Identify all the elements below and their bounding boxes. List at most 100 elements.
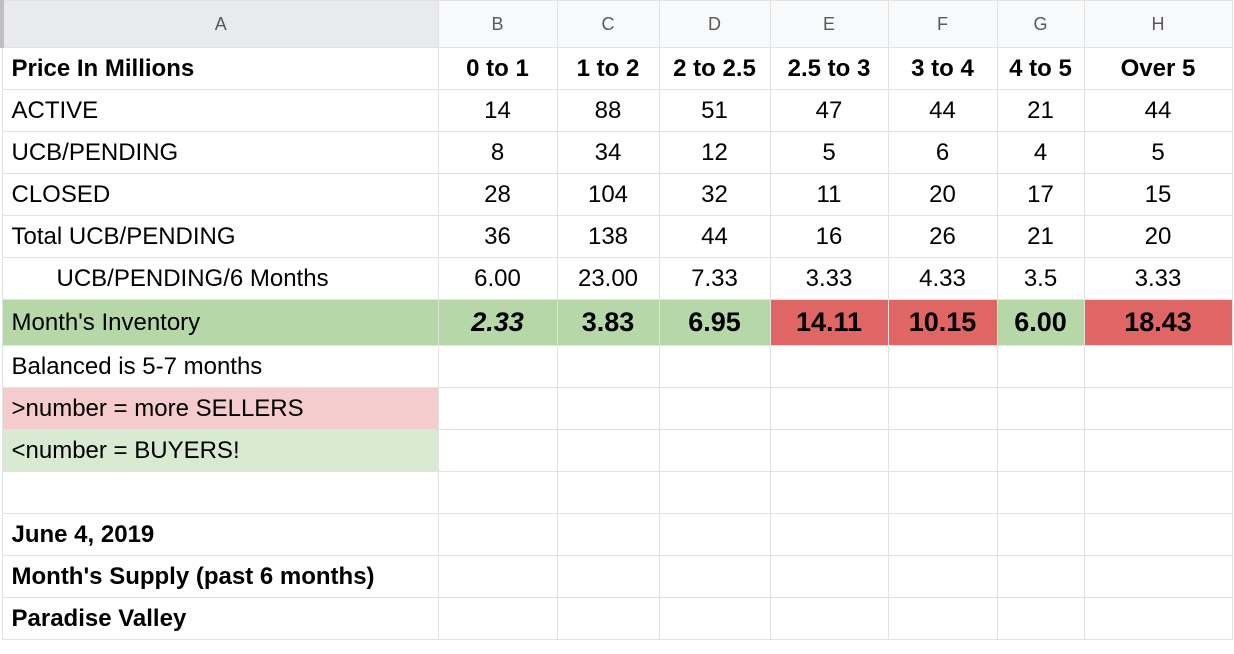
cell-a13[interactable]: June 4, 2019 bbox=[1, 513, 439, 556]
cell-b10[interactable] bbox=[437, 387, 558, 430]
column-header-c[interactable]: C bbox=[556, 0, 660, 48]
cell-a12[interactable] bbox=[1, 471, 439, 514]
cell-c2[interactable]: 1 to 2 bbox=[556, 47, 660, 90]
cell-f9[interactable] bbox=[887, 345, 998, 388]
cell-c11[interactable] bbox=[556, 429, 660, 472]
cell-f12[interactable] bbox=[887, 471, 998, 514]
cell-b6[interactable]: 36 bbox=[437, 215, 558, 258]
cell-c12[interactable] bbox=[556, 471, 660, 514]
cell-g9[interactable] bbox=[996, 345, 1085, 388]
cell-f15[interactable] bbox=[887, 597, 998, 640]
cell-d8[interactable]: 6.95 bbox=[658, 299, 771, 346]
cell-d2[interactable]: 2 to 2.5 bbox=[658, 47, 771, 90]
cell-g13[interactable] bbox=[996, 513, 1085, 556]
cell-a9[interactable]: Balanced is 5-7 months bbox=[1, 345, 439, 388]
cell-h14[interactable] bbox=[1083, 555, 1233, 598]
cell-b8[interactable]: 2.33 bbox=[437, 299, 558, 346]
cell-a8[interactable]: Month's Inventory bbox=[1, 299, 439, 346]
cell-g11[interactable] bbox=[996, 429, 1085, 472]
column-header-a[interactable]: A bbox=[0, 0, 439, 48]
cell-c13[interactable] bbox=[556, 513, 660, 556]
cell-h6[interactable]: 20 bbox=[1083, 215, 1233, 258]
cell-e13[interactable] bbox=[769, 513, 889, 556]
cell-f10[interactable] bbox=[887, 387, 998, 430]
cell-b14[interactable] bbox=[437, 555, 558, 598]
cell-d12[interactable] bbox=[658, 471, 771, 514]
cell-h11[interactable] bbox=[1083, 429, 1233, 472]
cell-e11[interactable] bbox=[769, 429, 889, 472]
column-header-b[interactable]: B bbox=[437, 0, 558, 48]
cell-h7[interactable]: 3.33 bbox=[1083, 257, 1233, 300]
cell-a3[interactable]: ACTIVE bbox=[1, 89, 439, 132]
cell-h2[interactable]: Over 5 bbox=[1083, 47, 1233, 90]
cell-h15[interactable] bbox=[1083, 597, 1233, 640]
cell-b13[interactable] bbox=[437, 513, 558, 556]
column-header-h[interactable]: H bbox=[1083, 0, 1233, 48]
cell-e10[interactable] bbox=[769, 387, 889, 430]
cell-c6[interactable]: 138 bbox=[556, 215, 660, 258]
cell-g14[interactable] bbox=[996, 555, 1085, 598]
cell-d9[interactable] bbox=[658, 345, 771, 388]
cell-f4[interactable]: 6 bbox=[887, 131, 998, 174]
cell-h12[interactable] bbox=[1083, 471, 1233, 514]
cell-f8[interactable]: 10.15 bbox=[887, 299, 998, 346]
cell-b4[interactable]: 8 bbox=[437, 131, 558, 174]
column-header-d[interactable]: D bbox=[658, 0, 771, 48]
cell-e2[interactable]: 2.5 to 3 bbox=[769, 47, 889, 90]
cell-d5[interactable]: 32 bbox=[658, 173, 771, 216]
cell-g7[interactable]: 3.5 bbox=[996, 257, 1085, 300]
cell-f7[interactable]: 4.33 bbox=[887, 257, 998, 300]
cell-a6[interactable]: Total UCB/PENDING bbox=[1, 215, 439, 258]
cell-c4[interactable]: 34 bbox=[556, 131, 660, 174]
cell-b2[interactable]: 0 to 1 bbox=[437, 47, 558, 90]
cell-a2[interactable]: Price In Millions bbox=[1, 47, 439, 90]
cell-b5[interactable]: 28 bbox=[437, 173, 558, 216]
cell-h5[interactable]: 15 bbox=[1083, 173, 1233, 216]
cell-g6[interactable]: 21 bbox=[996, 215, 1085, 258]
cell-c15[interactable] bbox=[556, 597, 660, 640]
column-header-g[interactable]: G bbox=[996, 0, 1085, 48]
cell-b15[interactable] bbox=[437, 597, 558, 640]
cell-f3[interactable]: 44 bbox=[887, 89, 998, 132]
cell-d7[interactable]: 7.33 bbox=[658, 257, 771, 300]
cell-e7[interactable]: 3.33 bbox=[769, 257, 889, 300]
cell-a15[interactable]: Paradise Valley bbox=[1, 597, 439, 640]
cell-a10[interactable]: >number = more SELLERS bbox=[1, 387, 439, 430]
cell-d11[interactable] bbox=[658, 429, 771, 472]
cell-d4[interactable]: 12 bbox=[658, 131, 771, 174]
cell-g2[interactable]: 4 to 5 bbox=[996, 47, 1085, 90]
cell-e3[interactable]: 47 bbox=[769, 89, 889, 132]
cell-h3[interactable]: 44 bbox=[1083, 89, 1233, 132]
cell-c7[interactable]: 23.00 bbox=[556, 257, 660, 300]
cell-e12[interactable] bbox=[769, 471, 889, 514]
cell-g15[interactable] bbox=[996, 597, 1085, 640]
cell-h8[interactable]: 18.43 bbox=[1083, 299, 1233, 346]
cell-h13[interactable] bbox=[1083, 513, 1233, 556]
cell-b12[interactable] bbox=[437, 471, 558, 514]
cell-f14[interactable] bbox=[887, 555, 998, 598]
cell-e9[interactable] bbox=[769, 345, 889, 388]
cell-a11[interactable]: <number = BUYERS! bbox=[1, 429, 439, 472]
cell-b3[interactable]: 14 bbox=[437, 89, 558, 132]
cell-a4[interactable]: UCB/PENDING bbox=[1, 131, 439, 174]
cell-f13[interactable] bbox=[887, 513, 998, 556]
cell-d14[interactable] bbox=[658, 555, 771, 598]
cell-a14[interactable]: Month's Supply (past 6 months) bbox=[1, 555, 439, 598]
cell-e14[interactable] bbox=[769, 555, 889, 598]
cell-g3[interactable]: 21 bbox=[996, 89, 1085, 132]
cell-h10[interactable] bbox=[1083, 387, 1233, 430]
cell-c10[interactable] bbox=[556, 387, 660, 430]
cell-f2[interactable]: 3 to 4 bbox=[887, 47, 998, 90]
column-header-f[interactable]: F bbox=[887, 0, 998, 48]
cell-f5[interactable]: 20 bbox=[887, 173, 998, 216]
cell-f11[interactable] bbox=[887, 429, 998, 472]
cell-b9[interactable] bbox=[437, 345, 558, 388]
cell-a7[interactable]: UCB/PENDING/6 Months bbox=[1, 257, 439, 300]
cell-c14[interactable] bbox=[556, 555, 660, 598]
cell-b11[interactable] bbox=[437, 429, 558, 472]
cell-d6[interactable]: 44 bbox=[658, 215, 771, 258]
column-header-e[interactable]: E bbox=[769, 0, 889, 48]
cell-b7[interactable]: 6.00 bbox=[437, 257, 558, 300]
cell-h4[interactable]: 5 bbox=[1083, 131, 1233, 174]
cell-f6[interactable]: 26 bbox=[887, 215, 998, 258]
